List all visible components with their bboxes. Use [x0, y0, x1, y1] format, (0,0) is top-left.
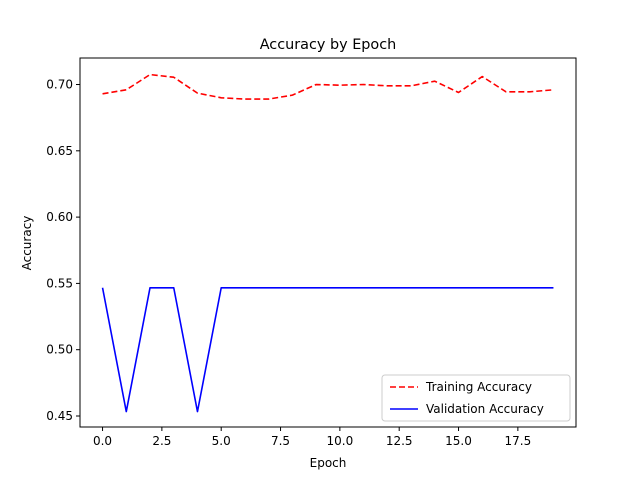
x-tick-label: 15.0 — [445, 434, 472, 448]
y-axis-ticks: 0.45 0.50 0.55 0.60 0.65 0.70 — [46, 78, 80, 423]
y-axis-label: Accuracy — [20, 216, 34, 271]
y-tick-label: 0.45 — [46, 409, 73, 423]
axes-frame — [79, 57, 577, 428]
training-accuracy-line — [102, 73, 554, 100]
x-tick-label: 10.0 — [327, 434, 354, 448]
y-tick-label: 0.65 — [46, 144, 73, 158]
plot-area — [79, 57, 577, 428]
x-axis-ticks: 0.0 2.5 5.0 7.5 10.0 12.5 15.0 17.5 — [93, 427, 531, 448]
x-tick-label: 7.5 — [271, 434, 290, 448]
y-tick-label: 0.55 — [46, 276, 73, 290]
y-tick-label: 0.50 — [46, 343, 73, 357]
y-tick-label: 0.60 — [46, 210, 73, 224]
x-tick-label: 17.5 — [504, 434, 531, 448]
chart-title: Accuracy by Epoch — [260, 37, 397, 53]
legend-box — [381, 374, 571, 422]
legend-entry-label: Validation Accuracy — [426, 402, 544, 416]
x-tick-label: 2.5 — [152, 434, 171, 448]
x-tick-label: 0.0 — [93, 434, 112, 448]
legend: Training Accuracy Validation Accuracy — [381, 374, 571, 422]
validation-accuracy-line — [101, 286, 554, 413]
x-axis-label: Epoch — [310, 456, 347, 470]
y-tick-label: 0.70 — [46, 78, 73, 92]
x-tick-label: 5.0 — [212, 434, 231, 448]
legend-entry-label: Training Accuracy — [425, 380, 532, 394]
series-group — [101, 73, 554, 413]
x-tick-label: 12.5 — [386, 434, 413, 448]
